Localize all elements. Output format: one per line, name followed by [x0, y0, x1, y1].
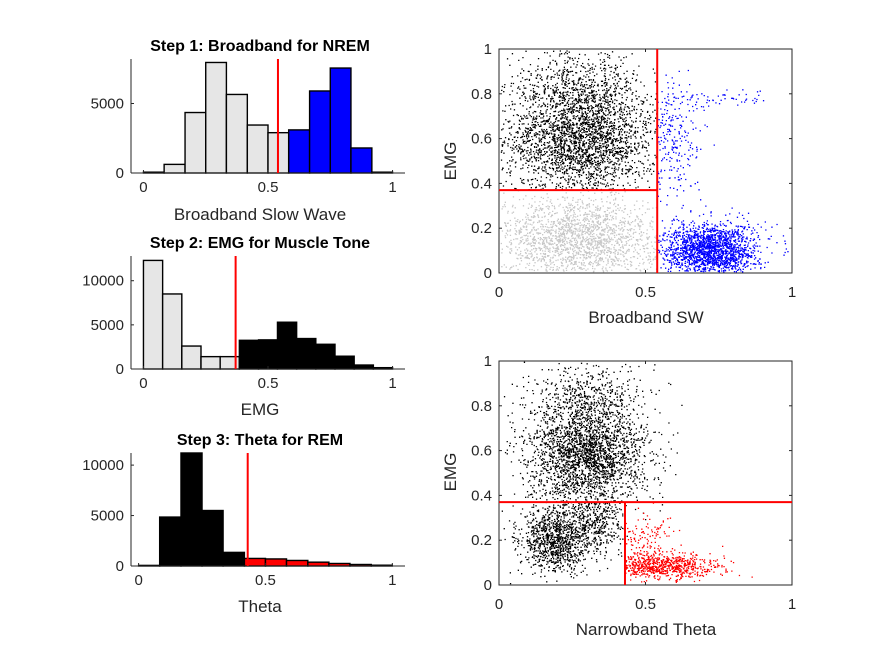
hist-broadband-ytick-label-1: 5000	[91, 95, 124, 112]
hist-theta-ytick-label-1: 5000	[91, 508, 124, 525]
scatter-theta-emg-xtick-label-0: 0	[495, 596, 503, 613]
hist-broadband-xlabel: Broadband Slow Wave	[174, 205, 346, 224]
hist-theta-bar-6	[264, 558, 288, 567]
scatter-theta-emg-cluster-2	[503, 501, 609, 585]
scatter-broadband-emg-ytick-label-3: 0.6	[471, 131, 492, 148]
scatter-theta-emg-points	[501, 361, 753, 585]
scatter-theta-emg-ytick-label-1: 0.2	[471, 532, 492, 549]
hist-emg-plot-area: 0 0.5 1 0 5000 10000	[82, 256, 405, 392]
histogram-theta: Step 3: Theta for REM 0 0.5 1 0 5000 10000 Th…	[82, 432, 405, 616]
hist-broadband-xtick-label-1: 0.5	[258, 179, 279, 196]
hist-emg-bar-7	[276, 321, 298, 370]
hist-broadband-title: Step 1: Broadband for NREM	[150, 38, 370, 55]
hist-broadband-ytick-label-0: 0	[116, 165, 124, 182]
hist-theta-bar-2	[180, 452, 203, 567]
hist-theta-bar-1	[158, 516, 182, 567]
hist-theta-xlabel: Theta	[238, 597, 282, 616]
hist-broadband-bar-5	[246, 124, 269, 174]
hist-theta-bar-3	[201, 509, 224, 567]
scatter-broadband-emg-points	[500, 50, 789, 273]
hist-broadband-bar-7	[287, 129, 311, 174]
scatter-broadband-emg-ytick-label-5: 1	[484, 41, 492, 58]
scatter-broadband-emg-ytick-label-2: 0.4	[471, 175, 492, 192]
scatter-theta-emg-ytick-label-5: 1	[484, 353, 492, 370]
hist-theta-bar-8	[307, 561, 330, 567]
scatter-theta-plot-area: 0 0.5 1 0 0.2 0.4 0.6 0.8 1	[471, 353, 796, 613]
hist-theta-plot-area: 0 0.5 1 0 5000 10000	[82, 452, 405, 589]
scatter-broadband-emg-xtick-label-0: 0	[495, 284, 503, 301]
hist-theta-xtick-label-1: 0.5	[255, 572, 276, 589]
hist-emg-title: Step 2: EMG for Muscle Tone	[150, 235, 370, 252]
scatter-theta-emg-cluster-3	[542, 501, 626, 570]
scatter-theta-emg-cluster-5	[625, 502, 681, 577]
scatter-theta-emg-cluster-4	[625, 544, 753, 583]
scatter-broadband-emg-cluster-1	[501, 50, 654, 138]
hist-emg-bar-0	[142, 259, 164, 370]
scatter-theta-emg-ytick-label-0: 0	[484, 577, 492, 594]
scatter-broadband-emg-cluster-3	[658, 199, 789, 273]
hist-broadband-plot-area: 0 0.5 1 0 5000	[91, 59, 405, 196]
hist-broadband-bar-10	[350, 147, 373, 174]
scatter-theta-ylabel: EMG	[441, 453, 460, 492]
histogram-emg: Step 2: EMG for Muscle Tone 0 0.5 1 0 5000 10…	[82, 235, 405, 419]
scatter-theta-emg-cluster-0	[501, 361, 683, 572]
hist-theta-xtick-label-0: 0	[134, 572, 142, 589]
scatter-theta-xlabel: Narrowband Theta	[576, 620, 717, 639]
hist-theta-ytick-label-2: 10000	[82, 457, 124, 474]
scatter-theta-emg-ytick-label-2: 0.4	[471, 487, 492, 504]
hist-theta-xtick-label-2: 1	[388, 572, 396, 589]
hist-broadband-xtick-label-0: 0	[139, 179, 147, 196]
scatter-broadband-emg-xtick-label-1: 0.5	[635, 284, 656, 301]
hist-theta-title: Step 3: Theta for REM	[177, 432, 343, 449]
scatter-theta-emg-ytick-label-3: 0.6	[471, 443, 492, 460]
hist-broadband-bar-2	[184, 111, 207, 174]
hist-emg-bar-10	[334, 355, 355, 370]
scatter-broadband-plot-area: 0 0.5 1 0 0.2 0.4 0.6 0.8 1	[471, 41, 796, 301]
hist-emg-bar-9	[315, 343, 336, 370]
scatter-theta-emg-cluster-1	[511, 362, 672, 449]
hist-theta-ytick-label-0: 0	[116, 558, 124, 575]
scatter-broadband-ylabel: EMG	[441, 142, 460, 181]
hist-emg-xlabel: EMG	[241, 400, 280, 419]
hist-emg-bar-2	[181, 345, 202, 370]
scatter-broadband-xlabel: Broadband SW	[588, 308, 703, 327]
hist-theta-bar-7	[285, 559, 309, 567]
scatter-theta-vs-emg: 0 0.5 1 0 0.2 0.4 0.6 0.8 1 Narrowband Theta EMG	[441, 353, 796, 639]
hist-emg-xtick-label-1: 0.5	[258, 375, 279, 392]
scatter-theta-emg-ytick-label-4: 0.8	[471, 398, 492, 415]
hist-emg-bar-1	[161, 293, 183, 370]
scatter-broadband-emg-cluster-0	[500, 53, 659, 191]
hist-emg-xtick-label-0: 0	[139, 375, 147, 392]
scatter-theta-emg-xtick-label-2: 1	[788, 596, 796, 613]
hist-broadband-xtick-label-2: 1	[388, 179, 396, 196]
scatter-broadband-emg-cluster-2	[500, 189, 658, 273]
hist-emg-bar-11	[353, 364, 375, 370]
hist-emg-bar-6	[257, 339, 279, 370]
scatter-broadband-vs-emg: 0 0.5 1 0 0.2 0.4 0.6 0.8 1 Broadband SW EMG	[441, 41, 796, 327]
histogram-broadband: Step 1: Broadband for NREM 0 0.5 1 0 5000 Br…	[91, 38, 405, 224]
hist-broadband-bar-1	[163, 163, 186, 174]
scatter-broadband-emg-cluster-4	[657, 69, 715, 222]
hist-theta-bar-4	[222, 551, 246, 567]
hist-broadband-bar-3	[205, 61, 228, 174]
scatter-broadband-emg-xtick-label-2: 1	[788, 284, 796, 301]
scatter-theta-emg-xtick-label-1: 0.5	[635, 596, 656, 613]
hist-broadband-bar-8	[308, 90, 331, 174]
hist-emg-ytick-label-2: 10000	[82, 273, 124, 290]
scatter-broadband-emg-ytick-label-0: 0	[484, 265, 492, 282]
hist-broadband-bar-4	[225, 93, 249, 174]
scatter-broadband-emg-cluster-5	[657, 89, 765, 110]
hist-emg-xtick-label-2: 1	[388, 375, 396, 392]
hist-broadband-bar-9	[329, 67, 352, 174]
scatter-broadband-emg-ytick-label-4: 0.8	[471, 86, 492, 103]
hist-emg-bar-8	[295, 337, 317, 370]
hist-emg-bar-5	[238, 339, 260, 370]
hist-emg-bar-3	[200, 355, 221, 370]
hist-emg-ytick-label-1: 5000	[91, 317, 124, 334]
hist-emg-ytick-label-0: 0	[116, 361, 124, 378]
scatter-broadband-emg-ytick-label-1: 0.2	[471, 220, 492, 237]
